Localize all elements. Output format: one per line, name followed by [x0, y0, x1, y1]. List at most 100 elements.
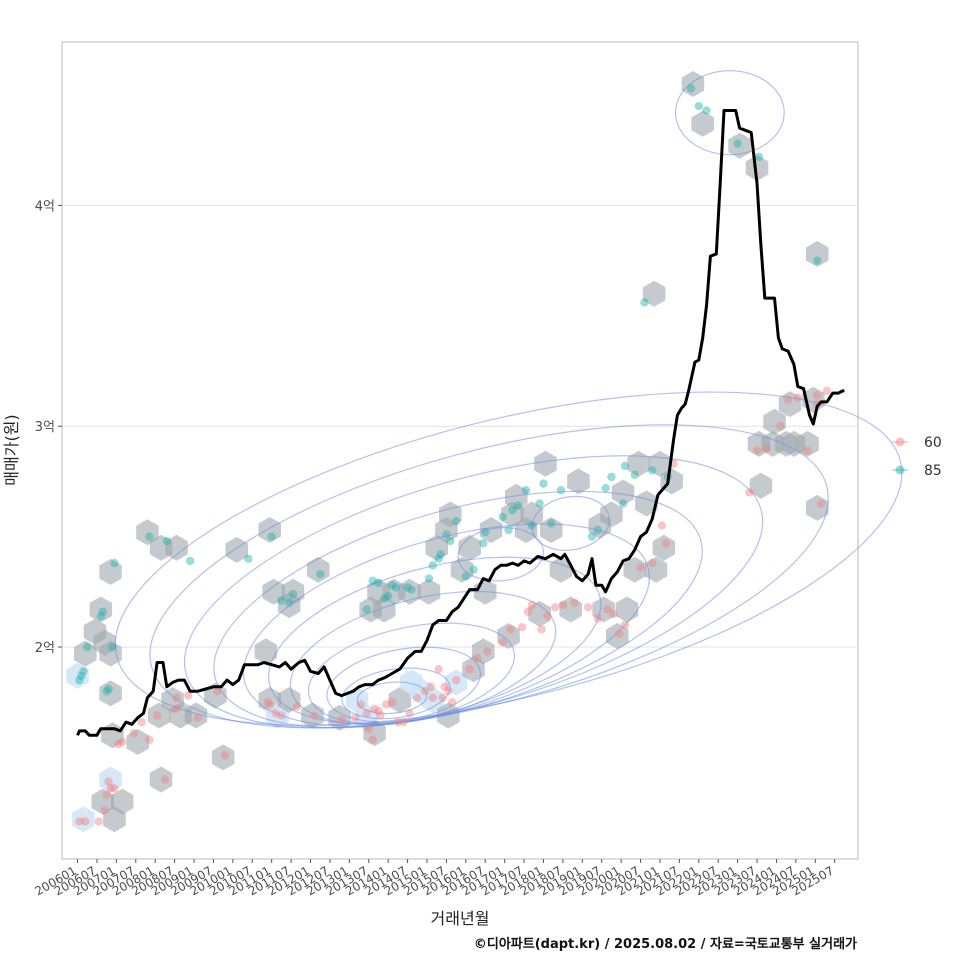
point-60: [537, 625, 546, 634]
hex-bin: [559, 596, 582, 623]
point-60: [615, 629, 624, 638]
point-60: [473, 653, 482, 663]
density-contour: [114, 391, 903, 726]
density-contour: [356, 681, 428, 715]
point-85: [75, 675, 84, 685]
density-contour: [674, 70, 785, 156]
point-85: [508, 505, 517, 515]
hex-bin: [745, 154, 769, 181]
point-85: [436, 550, 445, 559]
scatter-points: [75, 84, 832, 826]
point-60: [145, 735, 154, 744]
point-60: [310, 711, 319, 720]
hex-bin: [642, 280, 666, 307]
hex-bin: [606, 623, 629, 649]
point-60: [368, 735, 377, 744]
point-85: [694, 101, 703, 111]
hex-bin: [749, 472, 773, 499]
hex-bin: [307, 556, 330, 583]
hex-bin: [74, 640, 97, 667]
hex-bin: [258, 517, 281, 543]
point-60: [263, 698, 272, 707]
trend-line-path: [76, 109, 845, 737]
point-85: [108, 642, 117, 652]
point-85: [102, 686, 111, 696]
point-85: [267, 532, 276, 541]
point-60: [265, 700, 274, 709]
point-85: [387, 580, 397, 590]
point-60: [482, 647, 492, 656]
y-tick-label: 2억: [35, 641, 55, 656]
hex-bin: [99, 766, 122, 793]
hex-bin: [778, 391, 802, 418]
hex-bin: [592, 596, 615, 623]
point-85: [391, 583, 401, 592]
point-85: [479, 539, 488, 548]
point-85: [539, 479, 548, 488]
legend-key-60: [895, 437, 905, 447]
point-85: [813, 256, 822, 265]
point-85: [498, 512, 507, 521]
point-85: [547, 519, 556, 528]
legend-label-85: 85: [924, 463, 942, 479]
hex-bin: [211, 744, 235, 771]
point-85: [162, 536, 172, 546]
point-60: [506, 625, 515, 634]
trend-line: [76, 109, 845, 737]
density-contour: [531, 495, 610, 551]
point-60: [75, 817, 84, 826]
point-85: [446, 536, 455, 546]
point-60: [822, 386, 832, 396]
y-axis: 2억 3억 4억: [35, 199, 62, 656]
legend-key-85: [895, 465, 905, 475]
point-60: [657, 521, 667, 530]
hex-bin: [627, 450, 650, 477]
hex-bin: [425, 534, 448, 561]
hex-bin: [126, 729, 149, 755]
point-60: [405, 709, 414, 718]
hex-bin: [660, 468, 683, 495]
hex-bin: [505, 483, 528, 510]
point-60: [193, 713, 203, 722]
point-85: [104, 684, 113, 694]
point-60: [160, 775, 170, 784]
density-contour: [149, 424, 829, 729]
point-85: [686, 84, 696, 93]
hex-bin: [691, 110, 714, 137]
point-60: [277, 711, 286, 720]
point-85: [702, 106, 711, 115]
point-85: [733, 139, 742, 148]
point-85: [98, 607, 107, 616]
hex-bin: [444, 669, 468, 696]
hex-bin: [149, 766, 173, 793]
point-85: [374, 578, 383, 588]
point-60: [183, 691, 193, 700]
point-60: [104, 777, 113, 786]
point-60: [428, 693, 438, 703]
hex-bin: [462, 656, 485, 683]
point-85: [110, 558, 119, 568]
point-60: [292, 702, 302, 711]
point-60: [465, 664, 474, 674]
density-contour: [242, 523, 650, 727]
point-60: [550, 603, 560, 612]
hex-bin: [458, 534, 481, 561]
hex-bin: [611, 479, 635, 506]
density-contour: [268, 556, 602, 725]
hex-bin: [110, 788, 134, 815]
point-85: [461, 572, 471, 581]
point-60: [762, 444, 771, 453]
point-60: [609, 609, 618, 619]
hex-bin: [373, 596, 396, 623]
point-60: [271, 709, 280, 718]
hex-bin: [450, 556, 474, 583]
point-60: [776, 422, 785, 431]
point-60: [593, 614, 603, 623]
point-60: [440, 682, 449, 691]
hex-bin: [497, 623, 520, 649]
hex-bin: [472, 638, 495, 665]
point-85: [535, 499, 544, 508]
x-axis-title: 거래년월: [431, 909, 490, 928]
point-85: [442, 530, 451, 539]
